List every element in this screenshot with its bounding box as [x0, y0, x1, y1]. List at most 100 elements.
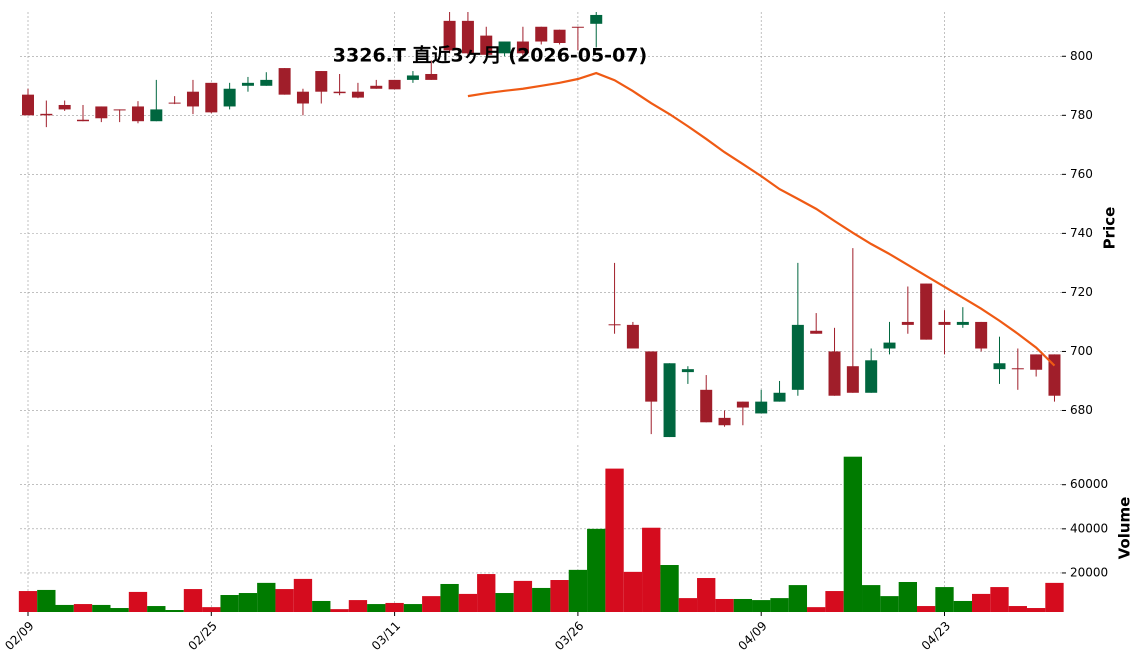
- y-tick-label: 780: [1070, 108, 1093, 122]
- candle-body: [131, 106, 144, 122]
- candle-body: [993, 363, 1006, 370]
- volume-tick-label: 40000: [1070, 521, 1108, 535]
- candle-body: [718, 417, 731, 426]
- volume-tick-label: 60000: [1070, 477, 1108, 491]
- candle-body: [150, 109, 163, 122]
- axes: 680 700 720 740 760 780 800 20000 40000 60000 02/0…: [2, 49, 1108, 653]
- volume-bar: [587, 528, 606, 612]
- volume-bar: [788, 585, 808, 612]
- x-tick-label: 03/26: [552, 619, 586, 653]
- volume-bar: [733, 598, 753, 612]
- volume-bar: [843, 456, 863, 612]
- y-tick-label: 700: [1070, 344, 1093, 358]
- x-tick-label: 03/11: [369, 619, 403, 653]
- volume-bar: [238, 593, 258, 612]
- candle-body: [58, 104, 71, 110]
- candle-body: [553, 29, 566, 43]
- volume-bar: [403, 604, 423, 612]
- x-tick-label: 02/25: [186, 619, 220, 653]
- candle-body: [168, 102, 181, 104]
- chart-title: 3326.T 直近3ヶ月 (2026-05-07): [333, 44, 647, 67]
- candle-body: [865, 360, 878, 393]
- volume-bar: [880, 596, 899, 612]
- candle-body: [571, 26, 584, 28]
- volume-bar: [971, 593, 991, 612]
- volume-panel: [18, 456, 1064, 612]
- volume-bar: [495, 593, 514, 612]
- candle-body: [956, 321, 969, 325]
- volume-bar: [752, 600, 771, 612]
- candle-body: [278, 68, 291, 95]
- moving-average: [467, 71, 1056, 367]
- candle-body: [40, 113, 53, 116]
- volume-bar: [37, 589, 56, 612]
- volume-bar: [275, 589, 294, 612]
- x-tick-label: 04/09: [735, 619, 769, 653]
- candle-body: [186, 91, 199, 107]
- volume-bar: [660, 565, 679, 612]
- candle-body: [755, 401, 768, 414]
- volume-bar: [898, 581, 918, 612]
- volume-bar: [55, 604, 74, 612]
- candle-body: [608, 324, 621, 326]
- candle-body: [1048, 354, 1061, 396]
- volume-bar: [422, 596, 441, 612]
- candle-body: [883, 342, 896, 349]
- volume-bar: [147, 606, 166, 612]
- candle-body: [333, 91, 346, 94]
- volume-bar: [165, 610, 184, 612]
- volume-bar: [312, 600, 331, 612]
- volume-bar: [825, 591, 844, 612]
- volume-bar: [128, 591, 148, 612]
- y-axis-label: Price: [1101, 207, 1119, 250]
- volume-bar: [678, 598, 698, 612]
- volume-bar: [367, 604, 386, 612]
- volume-bar: [1026, 608, 1046, 612]
- candle-body: [736, 401, 749, 408]
- volume-bar: [513, 580, 533, 612]
- candle-body: [22, 94, 34, 116]
- candle-body: [315, 71, 328, 92]
- candle-body: [535, 26, 548, 42]
- volume-bar: [1008, 606, 1027, 612]
- volume-bar: [935, 587, 954, 612]
- y-tick-label: 680: [1070, 403, 1093, 417]
- candle-body: [901, 321, 914, 325]
- volume-bar: [73, 604, 93, 612]
- candle-body: [406, 75, 419, 80]
- candle-body: [351, 91, 364, 98]
- candle-body: [846, 366, 859, 393]
- x-tick-label: 04/23: [919, 619, 953, 653]
- candle-body: [828, 351, 841, 396]
- volume-bar: [257, 582, 276, 612]
- volume-bar: [440, 583, 459, 612]
- candle-body: [443, 20, 456, 51]
- candle-body: [113, 109, 126, 111]
- volume-bar: [220, 595, 239, 612]
- volume-bar: [917, 606, 936, 612]
- candle-body: [773, 392, 786, 402]
- candle-body: [938, 321, 951, 325]
- volume-axis-label: Volume: [1116, 497, 1134, 560]
- y-tick-label: 800: [1070, 49, 1093, 63]
- candle-body: [920, 283, 933, 340]
- volume-bar: [18, 591, 38, 612]
- price-panel: [22, 12, 1061, 438]
- volume-bar: [990, 587, 1009, 612]
- candle-body: [626, 324, 639, 349]
- volume-bar: [715, 598, 734, 612]
- candle-body: [681, 369, 694, 373]
- y-tick-label: 720: [1070, 285, 1093, 299]
- candle-body: [498, 41, 511, 54]
- volume-bar: [458, 593, 478, 612]
- candle-body: [1011, 368, 1024, 370]
- candle-body: [663, 363, 676, 438]
- volume-bar: [862, 585, 881, 612]
- volume-bar: [770, 598, 789, 612]
- volume-bar: [477, 574, 496, 612]
- volume-bar: [623, 571, 643, 612]
- volume-bar: [330, 609, 349, 612]
- volume-bar: [568, 569, 588, 612]
- volume-bar: [807, 607, 826, 612]
- volume-bar: [1045, 582, 1064, 612]
